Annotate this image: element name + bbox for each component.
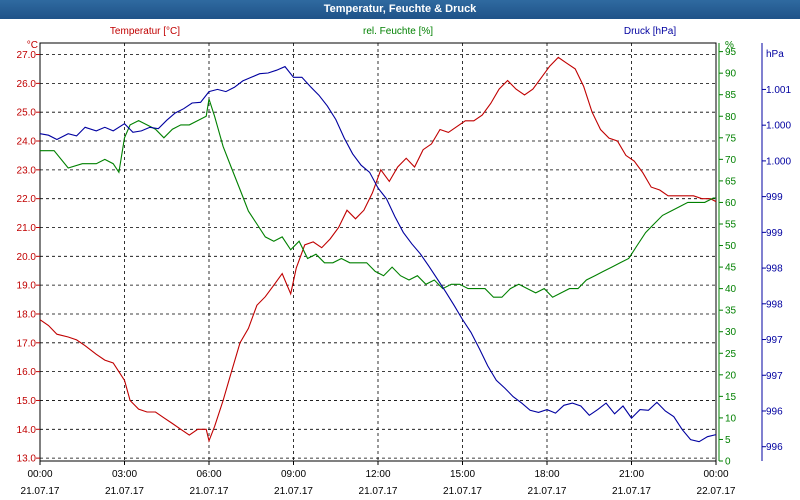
temperature-tick-label: 14.0 xyxy=(17,425,37,436)
temperature-tick-label: 23.0 xyxy=(17,165,37,176)
time-tick-label: 06:00 xyxy=(196,469,221,480)
temperature-axis-title: Temperatur [°C] xyxy=(110,26,180,37)
temperature-line xyxy=(39,56,717,443)
pressure-tick-label: 998 xyxy=(766,264,783,275)
temperature-tick-label: 24.0 xyxy=(17,137,37,148)
date-tick-label: 22.07.17 xyxy=(697,486,736,497)
temperature-tick-label: 17.0 xyxy=(17,338,37,349)
pressure-tick-label: 1.001 xyxy=(766,85,791,96)
pressure-tick-label: hPa xyxy=(766,49,784,60)
time-tick-label: 15:00 xyxy=(450,469,475,480)
humidity-tick-label: 35 xyxy=(725,306,737,317)
humidity-tick-label: 65 xyxy=(725,176,737,187)
humidity-tick-label: 75 xyxy=(725,133,737,144)
pressure-tick-label: 999 xyxy=(766,192,783,203)
temperature-axis: 13.0 14.0 15.0 16.0 17.0 18.0 19.0 20.0 21.0 22.0… xyxy=(17,50,40,465)
time-tick-label: 00:00 xyxy=(703,469,728,480)
humidity-tick-label: 95 xyxy=(725,47,737,58)
pressure-tick-label: 1.000 xyxy=(766,156,791,167)
temperature-tick-label: 21.0 xyxy=(17,223,37,234)
humidity-tick-label: 45 xyxy=(725,263,737,274)
humidity-tick-label: 70 xyxy=(725,155,737,166)
time-tick-label: 12:00 xyxy=(365,469,390,480)
humidity-unit-label: % xyxy=(725,40,734,51)
date-tick-label: 21.07.17 xyxy=(528,486,567,497)
date-tick-label: 21.07.17 xyxy=(443,486,482,497)
temperature-unit-label: °C xyxy=(27,40,38,51)
humidity-tick-label: 25 xyxy=(725,349,737,360)
axis-titles: Temperatur [°C] rel. Feuchte [%] Druck [… xyxy=(27,26,734,51)
temperature-tick-label: 15.0 xyxy=(17,396,37,407)
humidity-axis: 0 5 10 15 20 25 30 35 40 45 50 55 60 65 70 75 80 85 90 95 xyxy=(718,43,737,468)
humidity-tick-label: 30 xyxy=(725,327,737,338)
pressure-tick-label: 997 xyxy=(766,335,783,346)
date-tick-label: 21.07.17 xyxy=(612,486,651,497)
temperature-tick-label: 27.0 xyxy=(17,50,37,61)
grid-lines xyxy=(40,43,716,461)
humidity-tick-label: 90 xyxy=(725,69,737,80)
humidity-tick-label: 80 xyxy=(725,112,737,123)
humidity-tick-label: 40 xyxy=(725,284,737,295)
time-tick-label: 09:00 xyxy=(281,469,306,480)
series-lines xyxy=(39,56,717,443)
time-tick-label: 03:00 xyxy=(112,469,137,480)
date-tick-label: 21.07.17 xyxy=(274,486,313,497)
temperature-tick-label: 26.0 xyxy=(17,79,37,90)
date-tick-label: 21.07.17 xyxy=(359,486,398,497)
humidity-tick-label: 20 xyxy=(725,370,737,381)
pressure-tick-label: 999 xyxy=(766,228,783,239)
temperature-tick-label: 19.0 xyxy=(17,281,37,292)
date-tick-label: 21.07.17 xyxy=(105,486,144,497)
humidity-tick-label: 15 xyxy=(725,392,737,403)
pressure-tick-label: 1.000 xyxy=(766,121,791,132)
time-tick-label: 21:00 xyxy=(619,469,644,480)
temperature-tick-label: 20.0 xyxy=(17,252,37,263)
humidity-tick-label: 50 xyxy=(725,241,737,252)
temperature-tick-label: 18.0 xyxy=(17,309,37,320)
pressure-tick-label: 997 xyxy=(766,371,783,382)
pressure-line xyxy=(39,65,717,443)
pressure-axis: 996 996 997 997 998 998 999 999 1.000 1.000 1.001 h… xyxy=(761,43,791,461)
temperature-tick-label: 25.0 xyxy=(17,108,37,119)
chart-canvas: 13.0 14.0 15.0 16.0 17.0 18.0 19.0 20.0 21.0 22.0… xyxy=(17,26,792,497)
humidity-tick-label: 60 xyxy=(725,198,737,209)
humidity-axis-title: rel. Feuchte [%] xyxy=(363,26,433,37)
temperature-tick-label: 16.0 xyxy=(17,367,37,378)
chart-title: Temperatur, Feuchte & Druck xyxy=(0,0,800,19)
time-tick-label: 18:00 xyxy=(534,469,559,480)
humidity-tick-label: 0 xyxy=(725,457,731,468)
humidity-tick-label: 85 xyxy=(725,90,737,101)
pressure-tick-label: 996 xyxy=(766,406,783,417)
pressure-axis-title: Druck [hPa] xyxy=(624,26,676,37)
temperature-tick-label: 22.0 xyxy=(17,194,37,205)
humidity-tick-label: 5 xyxy=(725,435,731,446)
humidity-tick-label: 10 xyxy=(725,413,737,424)
pressure-tick-label: 998 xyxy=(766,299,783,310)
temperature-tick-label: 13.0 xyxy=(17,454,37,465)
time-tick-label: 00:00 xyxy=(27,469,52,480)
humidity-line xyxy=(40,98,716,298)
date-tick-label: 21.07.17 xyxy=(190,486,229,497)
pressure-tick-label: 996 xyxy=(766,442,783,453)
date-tick-label: 21.07.17 xyxy=(21,486,60,497)
time-axis: 00:00 21.07.17 03:00 21.07.17 06:00 21.07.17 0… xyxy=(21,461,736,497)
humidity-tick-label: 55 xyxy=(725,219,737,230)
